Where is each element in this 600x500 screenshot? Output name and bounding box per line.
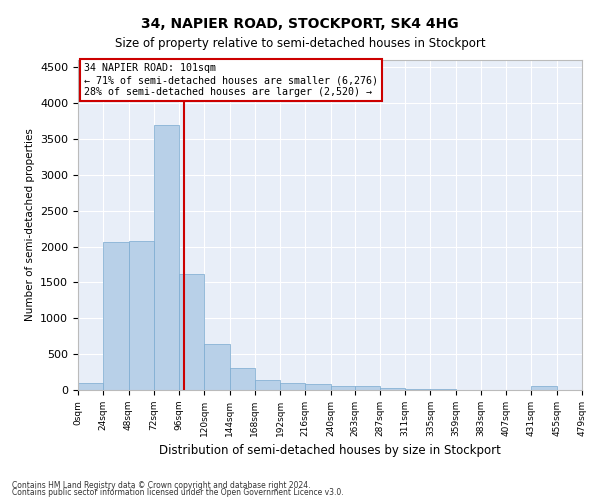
Text: 34 NAPIER ROAD: 101sqm
← 71% of semi-detached houses are smaller (6,276)
28% of : 34 NAPIER ROAD: 101sqm ← 71% of semi-det… [85,64,379,96]
Text: 34, NAPIER ROAD, STOCKPORT, SK4 4HG: 34, NAPIER ROAD, STOCKPORT, SK4 4HG [141,18,459,32]
Bar [380,388,405,390]
Bar [128,241,154,390]
Bar [230,368,255,390]
Text: Contains HM Land Registry data © Crown copyright and database right 2024.: Contains HM Land Registry data © Crown c… [12,480,311,490]
Text: Contains public sector information licensed under the Open Government Licence v3: Contains public sector information licen… [12,488,344,497]
Bar [331,386,355,390]
Bar [204,344,230,390]
Bar [280,383,305,390]
Y-axis label: Number of semi-detached properties: Number of semi-detached properties [25,128,35,322]
Bar [255,380,280,390]
Bar [355,386,380,390]
Bar [532,386,557,390]
Bar [103,242,128,390]
Bar [154,124,179,390]
Bar [78,383,103,390]
Text: Size of property relative to semi-detached houses in Stockport: Size of property relative to semi-detach… [115,38,485,51]
Bar [305,384,331,390]
Bar [179,274,204,390]
Bar [405,388,430,390]
X-axis label: Distribution of semi-detached houses by size in Stockport: Distribution of semi-detached houses by … [159,444,501,458]
